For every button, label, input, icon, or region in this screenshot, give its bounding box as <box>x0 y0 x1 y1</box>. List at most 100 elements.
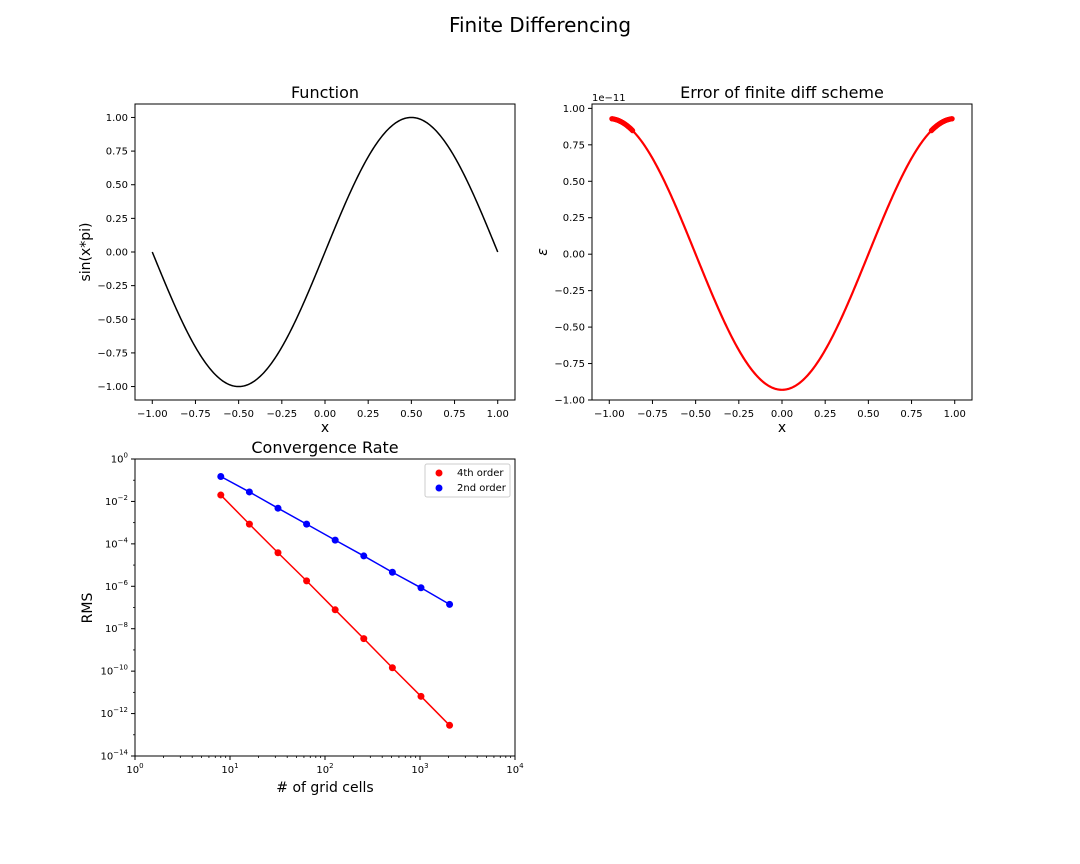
error-x-tick-label: −0.50 <box>680 409 711 420</box>
function-x-tick-label: 0.25 <box>357 409 379 420</box>
convergence-x-tick-label: 103 <box>411 762 428 776</box>
data-point-2nd-order <box>417 584 425 592</box>
convergence-x-tick-label: 101 <box>221 762 238 776</box>
data-point-4th-order <box>217 491 225 499</box>
function-y-tick-label: −1.00 <box>97 382 128 393</box>
error-series-line <box>611 117 953 391</box>
error-series-point <box>629 128 636 134</box>
function-y-tick-label: 0.50 <box>106 180 128 191</box>
data-point-2nd-order <box>388 568 396 576</box>
error-y-axis-label: ε <box>535 248 551 256</box>
legend-label-4th-order: 4th order <box>457 468 504 479</box>
data-point-2nd-order <box>217 472 225 480</box>
convergence-y-tick-label: 10−10 <box>100 664 128 678</box>
function-x-ticks: −1.00 −0.75 −0.50 −0.25 0.00 0.25 0.50 0.75 1.00 <box>137 400 509 420</box>
error-axes-frame <box>591 103 973 401</box>
data-point-4th-order <box>245 520 253 528</box>
convergence-panel: Convergence Rate 100 101 102 103 104 10−1410… <box>80 438 524 796</box>
function-panel-title: Function <box>291 83 359 102</box>
convergence-y-tick-label: 10−8 <box>105 621 128 635</box>
error-y-tick-label: −1.00 <box>554 396 585 407</box>
legend-marker-2nd-order <box>435 484 443 492</box>
error-y-tick-label: −0.25 <box>554 286 585 297</box>
legend-box <box>424 463 511 498</box>
error-x-tick-label: 0.50 <box>857 409 879 420</box>
error-x-tick-label: −1.00 <box>594 409 625 420</box>
function-curve-layer <box>151 116 499 388</box>
function-y-tick-label: 0.25 <box>106 214 128 225</box>
function-x-tick-label: −0.25 <box>266 409 297 420</box>
error-y-tick-label: −0.75 <box>554 359 585 370</box>
error-x-tick-label: 1.00 <box>944 409 966 420</box>
data-point-4th-order <box>388 664 396 672</box>
error-x-tick-label: 0.75 <box>900 409 922 420</box>
data-point-2nd-order <box>331 536 339 544</box>
data-point-4th-order <box>303 577 311 585</box>
error-x-tick-label: 0.00 <box>771 409 793 420</box>
data-point-4th-order <box>446 721 454 729</box>
error-y-tick-label: 0.00 <box>563 250 585 261</box>
error-x-tick-label: 0.25 <box>814 409 836 420</box>
function-x-tick-label: −1.00 <box>137 409 168 420</box>
error-x-axis-label: x <box>778 420 786 436</box>
error-series-point <box>928 128 935 134</box>
function-y-tick-label: 1.00 <box>106 113 128 124</box>
function-x-tick-label: −0.50 <box>223 409 254 420</box>
function-x-tick-label: −0.75 <box>180 409 211 420</box>
data-point-4th-order <box>274 549 282 557</box>
function-y-tick-label: 0.00 <box>106 248 128 259</box>
function-y-ticks: −1.00 −0.75 −0.50 −0.25 0.00 0.25 0.50 0.75 1.00 <box>97 113 135 393</box>
legend-marker-4th-order <box>435 469 443 477</box>
convergence-x-tick-label: 100 <box>126 762 143 776</box>
error-y-tick-label: −0.50 <box>554 323 585 334</box>
error-y-tick-label: 0.75 <box>563 140 585 151</box>
data-point-2nd-order <box>303 520 311 528</box>
error-panel: Error of finite diff scheme −1.00 −0.75 −0… <box>535 83 973 436</box>
function-x-tick-label: 0.75 <box>443 409 465 420</box>
data-point-2nd-order <box>360 552 368 560</box>
function-x-tick-label: 1.00 <box>487 409 509 420</box>
error-y-ticks: −1.00 −0.75 −0.50 −0.25 0.00 0.25 0.50 0.75 1.00 <box>554 104 592 407</box>
convergence-y-tick-label: 10−12 <box>100 706 128 720</box>
error-y-tick-label: 0.25 <box>563 213 585 224</box>
function-y-axis-label: sin(x*pi) <box>78 222 94 281</box>
convergence-y-tick-label: 10−6 <box>105 579 129 593</box>
convergence-y-tick-label: 10−4 <box>105 536 129 550</box>
convergence-x-tick-label: 102 <box>316 762 333 776</box>
error-y-tick-label: 1.00 <box>563 104 585 115</box>
convergence-y-ticks: 10−14 10−12 10−10 10−8 10−6 10−4 10−2 100 <box>100 452 135 763</box>
data-point-4th-order <box>331 606 339 614</box>
function-series-line <box>151 116 499 388</box>
data-point-2nd-order <box>446 600 454 608</box>
function-x-tick-label: 0.00 <box>314 409 336 420</box>
error-curve-layer <box>609 116 955 391</box>
error-offset-text: 1e−11 <box>592 93 626 104</box>
data-point-4th-order <box>360 635 368 643</box>
legend: 4th order 2nd order <box>424 463 511 498</box>
convergence-y-tick-label: 100 <box>111 452 128 466</box>
function-y-tick-label: −0.50 <box>97 315 128 326</box>
legend-label-2nd-order: 2nd order <box>457 483 507 494</box>
function-x-tick-label: 0.50 <box>400 409 422 420</box>
convergence-y-tick-label: 10−14 <box>100 749 128 763</box>
data-point-2nd-order <box>245 488 253 496</box>
convergence-x-axis-label: # of grid cells <box>276 780 373 796</box>
function-panel: Function −1.00 −0.75 −0.50 −0.25 0.00 0.25 0.5… <box>78 83 516 436</box>
convergence-axes-frame <box>134 458 516 757</box>
convergence-curve-layer <box>217 472 454 729</box>
error-y-tick-label: 0.50 <box>563 177 585 188</box>
function-axes-frame <box>134 103 516 401</box>
error-x-tick-label: −0.25 <box>723 409 754 420</box>
data-point-2nd-order <box>274 504 282 512</box>
convergence-x-tick-label: 104 <box>506 762 524 776</box>
convergence-y-axis-label: RMS <box>80 593 96 624</box>
figure-title: Finite Differencing <box>449 13 631 37</box>
error-x-ticks: −1.00 −0.75 −0.50 −0.25 0.00 0.25 0.50 0.75 1.00 <box>594 400 966 420</box>
function-x-axis-label: x <box>321 420 329 436</box>
convergence-y-tick-label: 10−2 <box>105 494 128 508</box>
function-y-tick-label: −0.75 <box>97 348 128 359</box>
error-panel-title: Error of finite diff scheme <box>680 83 884 102</box>
error-x-tick-label: −0.75 <box>637 409 668 420</box>
